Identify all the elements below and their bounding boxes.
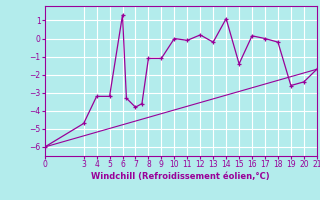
X-axis label: Windchill (Refroidissement éolien,°C): Windchill (Refroidissement éolien,°C): [92, 172, 270, 181]
